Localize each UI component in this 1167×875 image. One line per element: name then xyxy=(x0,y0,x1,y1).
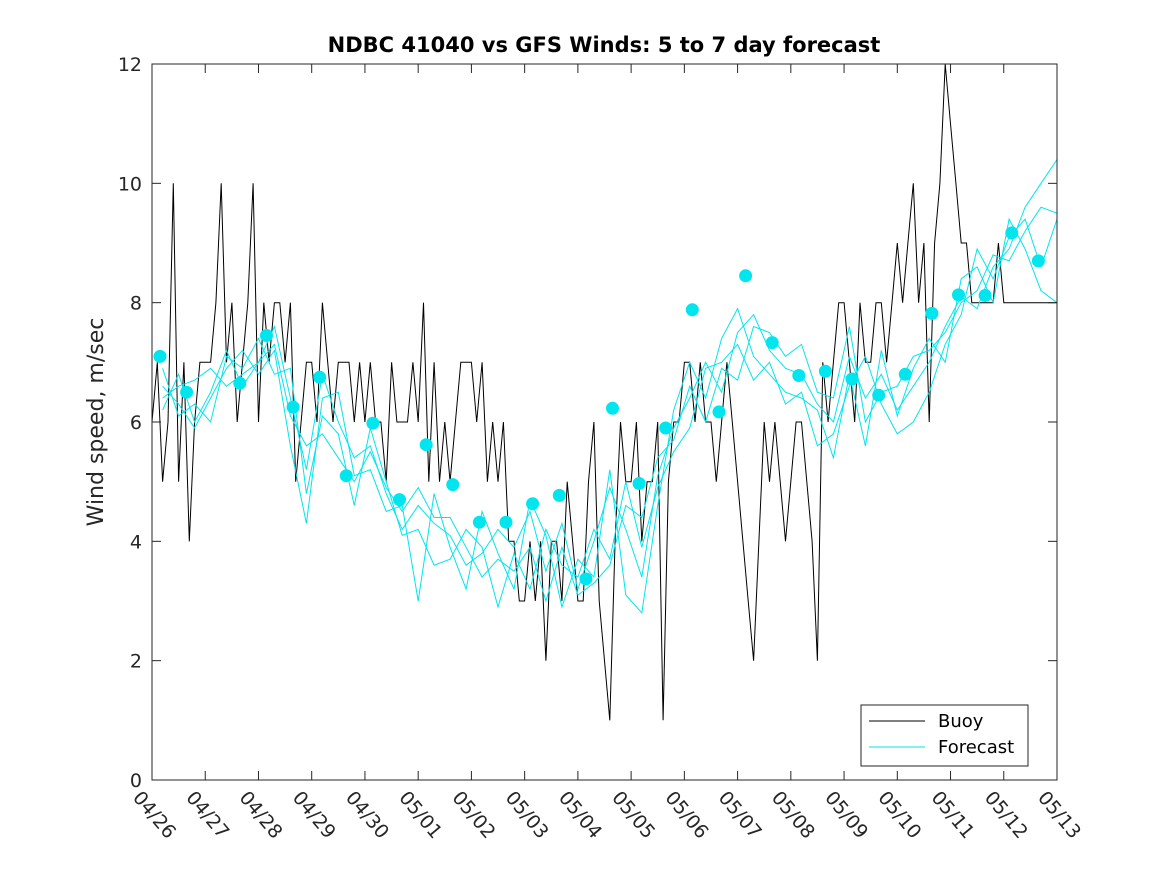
y-tick-label: 0 xyxy=(130,770,142,792)
forecast-marker xyxy=(393,493,406,507)
forecast-marker xyxy=(632,477,646,490)
forecast-marker xyxy=(685,303,699,317)
forecast-marker xyxy=(765,336,779,350)
forecast-marker xyxy=(898,367,912,381)
forecast-marker xyxy=(180,385,194,399)
y-tick-label: 8 xyxy=(130,293,142,315)
plot-area xyxy=(152,64,1057,780)
forecast-marker xyxy=(233,376,247,390)
forecast-marker xyxy=(712,405,726,419)
forecast-series-line-3 xyxy=(162,218,1058,609)
forecast-marker xyxy=(499,515,513,529)
forecast-marker xyxy=(313,370,327,384)
forecast-marker xyxy=(925,306,939,320)
y-tick-label: 12 xyxy=(118,54,142,76)
legend-forecast-label: Forecast xyxy=(938,737,1014,758)
forecast-marker xyxy=(366,416,380,430)
legend-box xyxy=(860,704,1029,767)
legend: Buoy Forecast xyxy=(860,704,1029,767)
forecast-marker xyxy=(472,515,486,529)
forecast-marker xyxy=(153,349,167,363)
buoy-series-line xyxy=(151,63,1057,721)
y-axis-label: Wind speed, m/sec xyxy=(84,318,109,527)
forecast-marker xyxy=(552,488,566,502)
forecast-marker xyxy=(606,401,619,415)
forecast-series-line-1 xyxy=(162,159,1058,591)
forecast-marker xyxy=(952,288,965,302)
forecast-marker xyxy=(1031,254,1045,268)
forecast-marker xyxy=(845,372,859,386)
forecast-marker xyxy=(739,269,753,283)
y-tick-label: 2 xyxy=(130,651,142,673)
forecast-marker xyxy=(1005,226,1019,240)
forecast-series-line-2 xyxy=(162,217,1058,615)
forecast-marker xyxy=(260,329,273,342)
marker-layer xyxy=(153,226,1045,586)
legend-buoy-label: Buoy xyxy=(938,711,984,732)
y-tick-label: 6 xyxy=(130,412,142,434)
y-tick-label: 10 xyxy=(118,173,142,195)
forecast-marker xyxy=(872,388,886,402)
forecast-marker xyxy=(978,289,992,302)
series-layer xyxy=(151,63,1058,721)
y-tick-label: 4 xyxy=(130,531,142,553)
forecast-marker xyxy=(818,364,832,378)
forecast-marker xyxy=(339,469,353,483)
forecast-series-line-4 xyxy=(162,206,1058,603)
forecast-marker xyxy=(446,478,460,492)
forecast-marker xyxy=(419,438,433,452)
y-axis: 0 2 4 6 8 10 12 xyxy=(118,54,1057,792)
forecast-marker xyxy=(286,400,300,414)
chart-title: NDBC 41040 vs GFS Winds: 5 to 7 day fore… xyxy=(328,33,881,57)
forecast-marker xyxy=(526,497,540,511)
forecast-marker xyxy=(659,421,673,435)
forecast-marker xyxy=(792,369,806,382)
forecast-marker xyxy=(579,572,593,586)
